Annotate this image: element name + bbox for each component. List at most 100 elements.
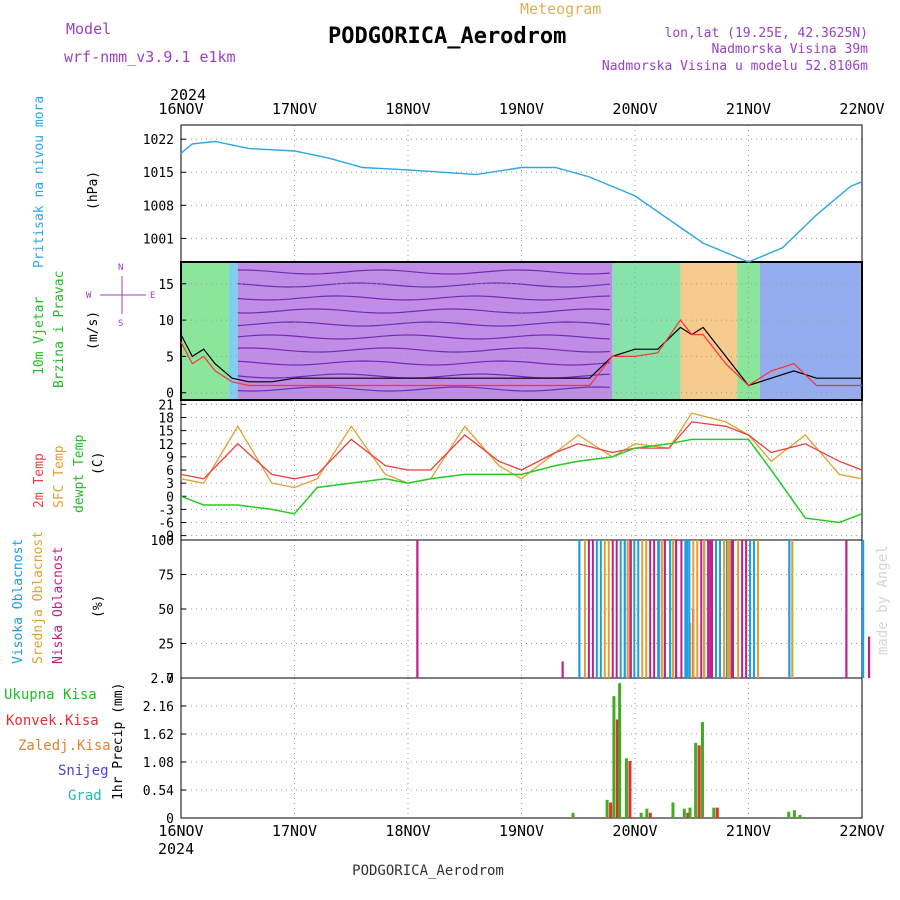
date-tick-bottom: 18NOV <box>385 822 430 840</box>
cloud-bar-dense <box>745 540 748 678</box>
precip-total-bar <box>787 811 791 818</box>
cloud-bar-dense <box>657 540 660 678</box>
date-tick-bottom: 20NOV <box>612 822 657 840</box>
temp-ytick: 21 <box>158 398 174 413</box>
compass-e: E <box>150 291 155 301</box>
date-tick-top: 17NOV <box>272 100 317 118</box>
model-name: wrf-nmm_v3.9.1 e1km <box>64 48 236 66</box>
cloud-bar-dense <box>649 540 652 678</box>
cloud-bar-dense <box>619 540 622 678</box>
cloud-bar <box>788 540 791 678</box>
precip-conv-bar <box>648 812 652 818</box>
cloud-bar-dense <box>757 540 760 678</box>
cloud-bar-dense <box>653 540 656 678</box>
wind-unit: (m/s) <box>86 311 101 350</box>
precip-label-total: Ukupna Kisa <box>4 687 97 703</box>
temp-ytick: 6 <box>166 464 174 479</box>
station-title: PODGORICA_Aerodrom <box>328 24 566 49</box>
cloud-bar <box>672 540 675 678</box>
cloud-bar-dense <box>726 540 729 678</box>
precip-total-bar <box>688 807 692 818</box>
year-top: 2024 <box>170 86 206 104</box>
cloud-bar-dense <box>749 540 752 678</box>
precip-total-bar <box>700 722 704 818</box>
cloud-bar <box>845 540 848 678</box>
cloud-bar-dense <box>722 540 725 678</box>
precip-ytick: 2.7 <box>151 672 174 687</box>
precip-total-bar <box>694 742 698 818</box>
date-tick-top: 20NOV <box>612 100 657 118</box>
cloud-bar-dense <box>737 540 740 678</box>
precip-total-bar <box>712 807 716 818</box>
precip-ytick: 2.16 <box>143 700 174 715</box>
wind-field-band-3 <box>612 262 681 400</box>
compass-arrows <box>100 276 146 314</box>
cloud-bar <box>725 540 728 678</box>
wind-field-band-4 <box>680 262 738 400</box>
wind-ytick: 15 <box>158 278 174 293</box>
cloud-bar-dense <box>637 540 640 678</box>
temp-ytick: -3 <box>158 503 174 518</box>
cloud-bar-dense <box>700 540 703 678</box>
cloud-bar-dense <box>707 540 710 678</box>
pressure-grid <box>181 125 862 262</box>
temp-label-3: dewpt Temp <box>72 435 87 513</box>
date-tick-top: 21NOV <box>726 100 771 118</box>
date-tick-top: 16NOV <box>158 100 203 118</box>
cloud-label-3: Niska Oblacnost <box>51 547 66 664</box>
wind-barb-row <box>237 360 610 366</box>
cloud-bar-dense <box>692 540 695 678</box>
date-tick-top: 19NOV <box>499 100 544 118</box>
cloud-label-1: Visoka Oblacnost <box>11 539 26 664</box>
precip-total-bar <box>798 814 802 818</box>
cloud-ytick: 75 <box>158 569 174 584</box>
cloud-bar <box>709 540 712 678</box>
pressure-ytick: 1022 <box>143 133 174 148</box>
temp-ytick: -6 <box>158 517 174 532</box>
cloud-bar <box>660 540 663 678</box>
cloud-bar-dense <box>753 540 756 678</box>
date-tick-top: 18NOV <box>385 100 430 118</box>
watermark: made by Angel <box>875 545 891 655</box>
cloud-bar <box>791 540 794 678</box>
pressure-ytick: 1001 <box>143 232 174 247</box>
temp-label-2: SFC Temp <box>52 445 67 508</box>
cloud-bar <box>663 540 666 678</box>
cloud-bar <box>686 540 689 678</box>
wind-ytick: 0 <box>166 387 174 402</box>
precip-total-bar <box>612 696 616 818</box>
cloud-bar-dense <box>595 540 598 678</box>
cloud-bar-dense <box>715 540 718 678</box>
cloud-bar-dense <box>741 540 744 678</box>
cloud-bar-dense <box>615 540 618 678</box>
wind-ytick: 10 <box>158 314 174 329</box>
precip-unit: 1hr Precip (mm) <box>111 683 126 800</box>
precip-total-bar <box>792 810 796 818</box>
temp-2m-line <box>180 421 863 480</box>
cloud-bar <box>561 661 564 678</box>
temp-ytick: 3 <box>166 477 174 492</box>
temp-ytick: 18 <box>158 412 174 427</box>
cloud-bar-dense <box>645 540 648 678</box>
wind-speed-line <box>180 326 862 387</box>
cloud-bar-dense <box>688 540 691 678</box>
lonlat-text: lon,lat (19.25E, 42.3625N) <box>665 26 869 41</box>
date-tick-bottom: 22NOV <box>839 822 884 840</box>
wind-grid <box>181 262 862 400</box>
cloud-bar-dense <box>583 540 586 678</box>
precip-frame <box>180 677 863 819</box>
cloud-bar-dense <box>684 540 687 678</box>
precip-total-bar <box>645 808 649 818</box>
cloud-bar-dense <box>696 540 699 678</box>
pressure-line <box>180 140 863 263</box>
precip-conv-bar <box>609 802 613 818</box>
wind-barb-row <box>237 386 610 392</box>
cloud-bar-dense <box>633 540 636 678</box>
precip-total-bar <box>618 683 622 818</box>
cloud-ytick: 100 <box>151 534 174 549</box>
wind-barb-row <box>237 295 610 301</box>
date-tick-bottom: 19NOV <box>499 822 544 840</box>
precip-total-bar <box>639 812 643 818</box>
